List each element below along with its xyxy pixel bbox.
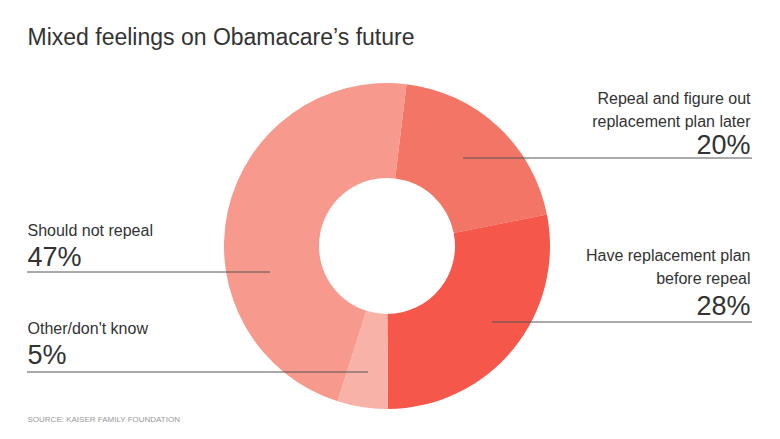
svg-text:Repeal and figure outreplaceme: Repeal and figure outreplacement plan la…	[592, 90, 751, 129]
svg-text:47%: 47%	[28, 242, 82, 272]
svg-text:SOURCE: KAISER FAMILY FOUNDATI: SOURCE: KAISER FAMILY FOUNDATION	[28, 415, 181, 424]
svg-text:Other/don't know: Other/don't know	[28, 320, 149, 337]
svg-text:20%: 20%	[696, 130, 750, 160]
svg-text:5%: 5%	[28, 340, 67, 370]
svg-text:Should not repeal: Should not repeal	[28, 222, 153, 239]
svg-text:28%: 28%	[696, 291, 750, 321]
svg-text:Have replacement planbefore re: Have replacement planbefore repeal	[586, 247, 751, 286]
svg-text:Mixed feelings on Obamacare’s: Mixed feelings on Obamacare’s future	[28, 24, 415, 50]
